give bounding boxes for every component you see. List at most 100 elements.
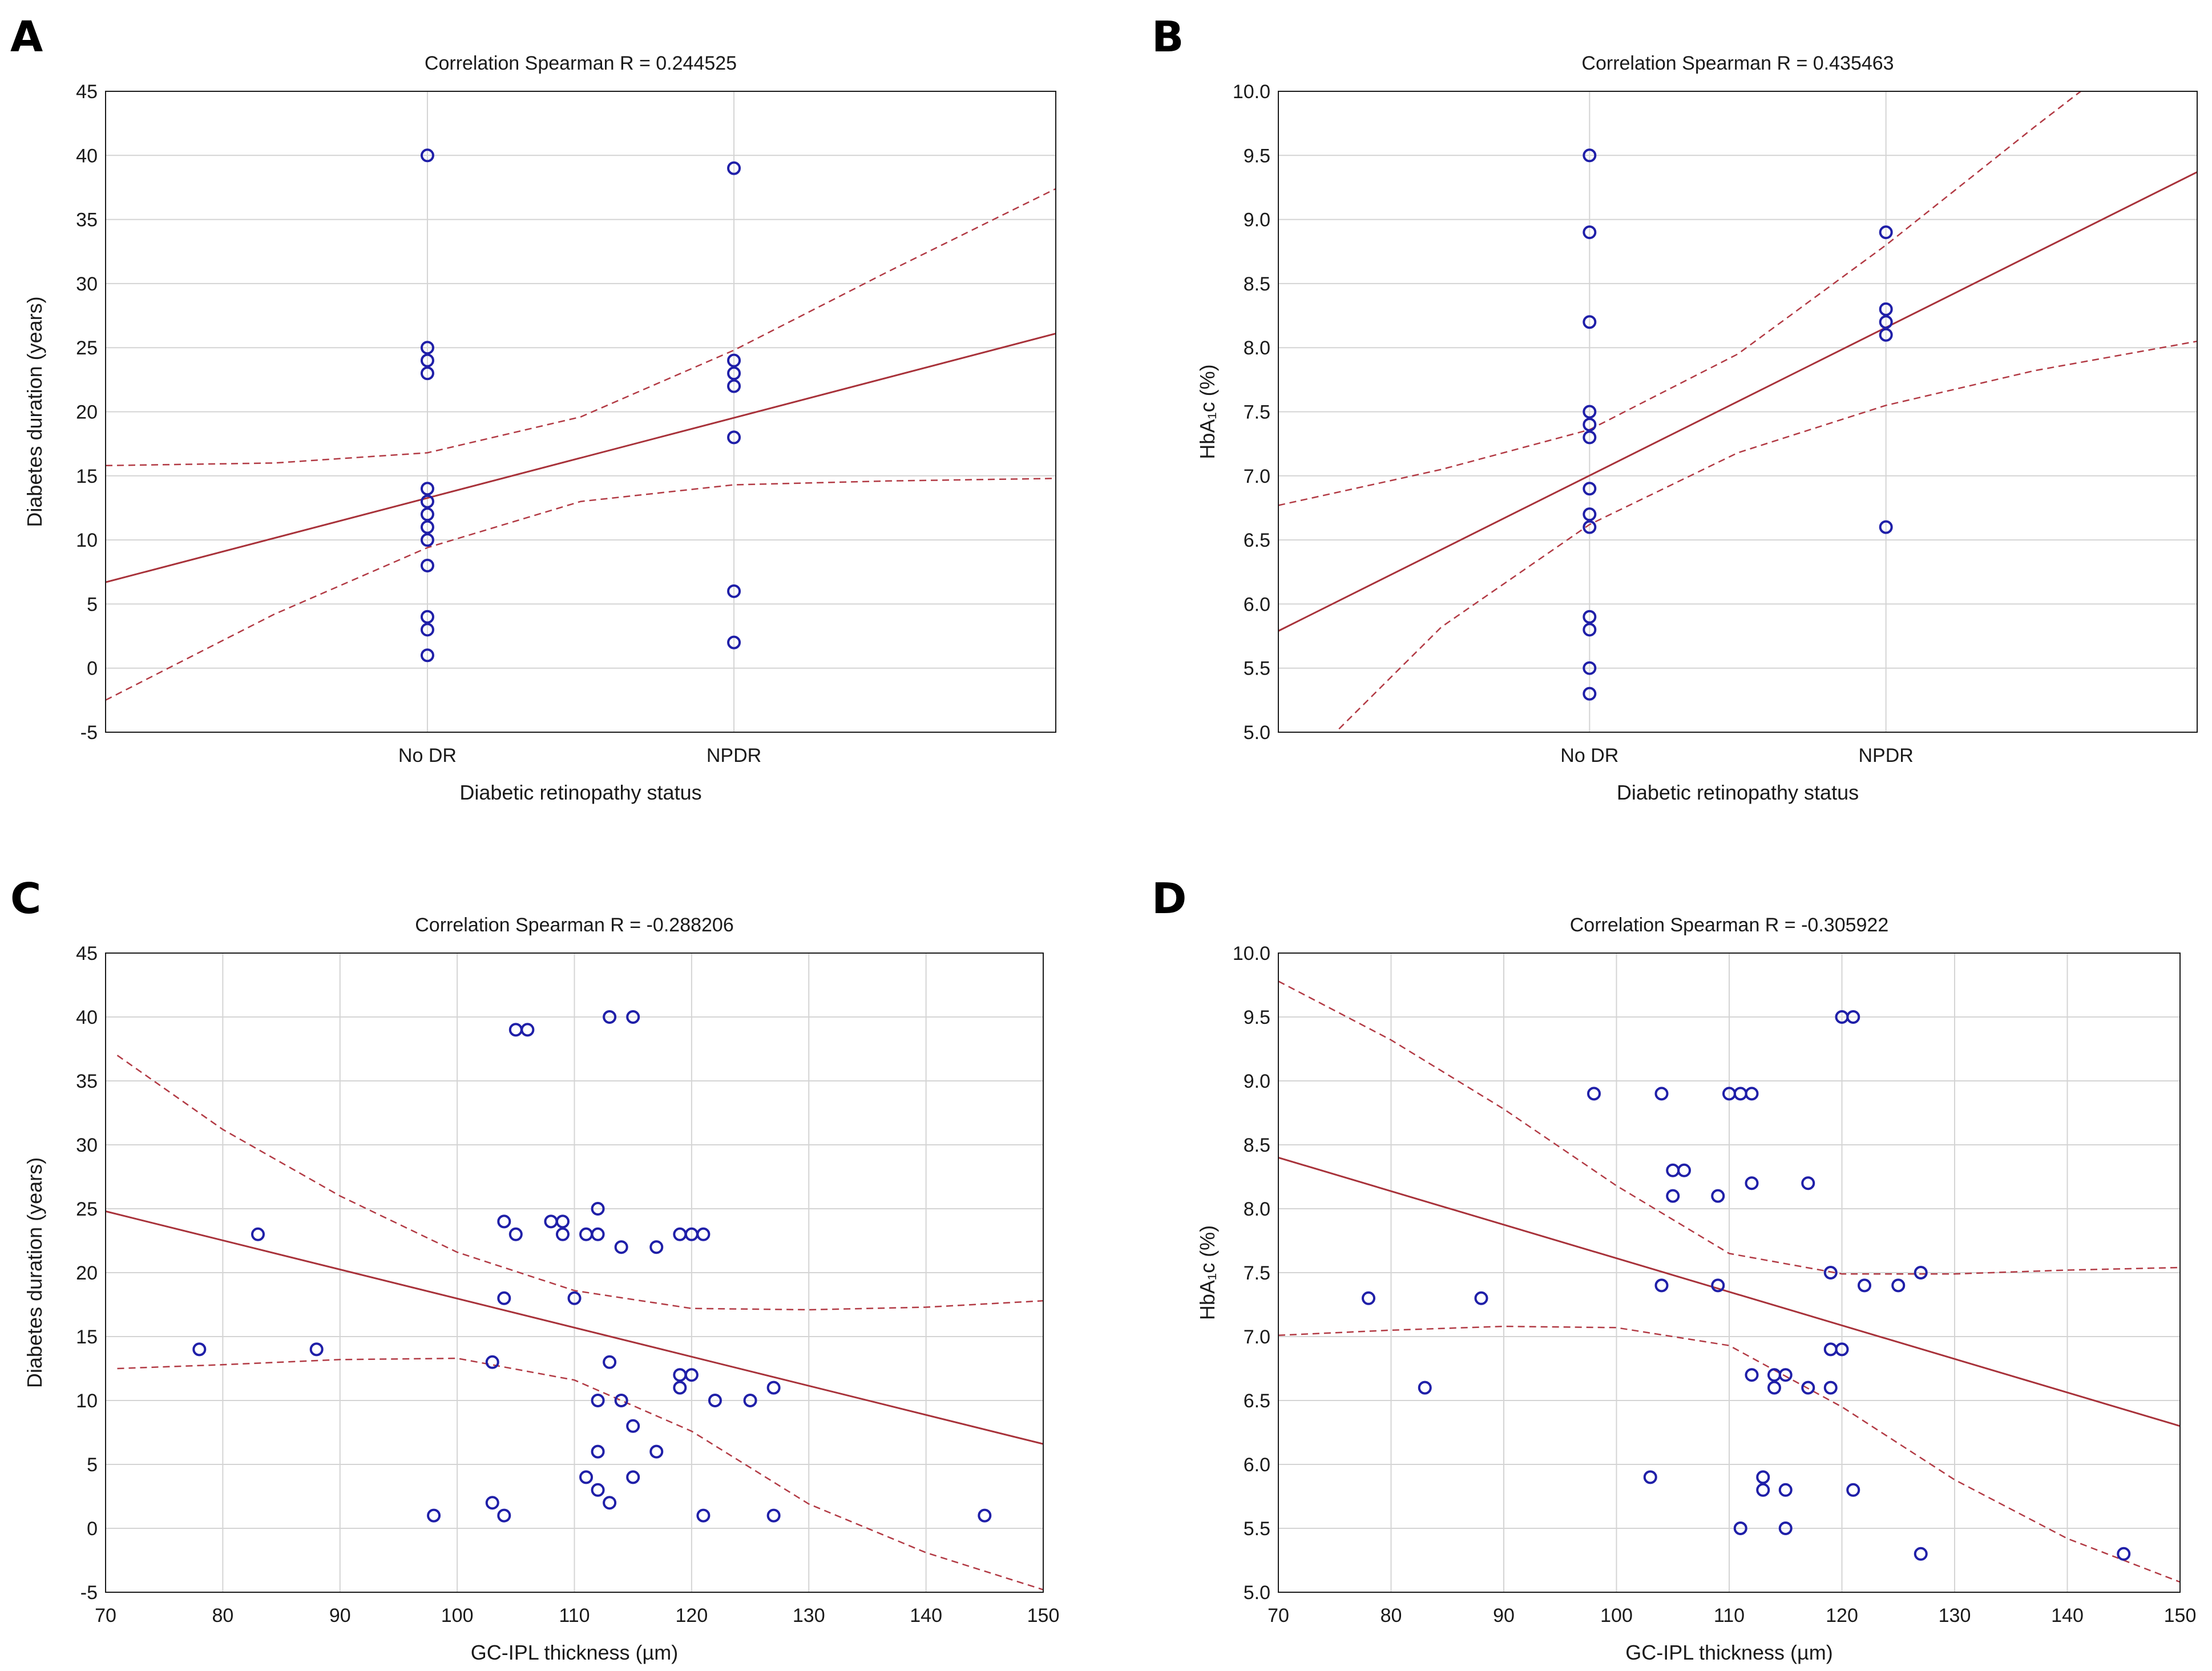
data-point (1914, 1266, 1928, 1280)
x-tick-label: 140 (910, 1605, 942, 1626)
data-point (1801, 1176, 1815, 1190)
data-point (1778, 1483, 1793, 1497)
data-point (420, 148, 434, 163)
ci-lower-line (1278, 1325, 2180, 1583)
x-tick-label: 80 (212, 1605, 233, 1626)
ci-upper-line (106, 188, 1056, 467)
data-point (1801, 1381, 1815, 1395)
data-point (2117, 1547, 2131, 1561)
y-tick-label: 5 (87, 594, 98, 615)
y-axis-label: HbA₁c (%) (1196, 364, 1219, 459)
data-point (1583, 148, 1597, 163)
regression-line (106, 333, 1056, 583)
data-point (591, 1444, 605, 1459)
data-point (485, 1496, 499, 1510)
y-tick-label: 20 (76, 402, 98, 423)
y-tick-label: 40 (76, 145, 98, 167)
y-tick-label: 15 (76, 466, 98, 487)
x-tick-label: No DR (398, 745, 457, 766)
panel-d: D Correlation Spearman R = -0.305922 5.0 5.… (1152, 874, 2196, 1664)
data-point (1583, 417, 1597, 431)
data-point (649, 1444, 664, 1459)
data-point (727, 430, 741, 445)
ci-upper-line (1278, 91, 2082, 506)
y-tick-label: 6.0 (1244, 1454, 1270, 1476)
data-point (192, 1342, 207, 1357)
plot-frame (105, 952, 1044, 1593)
data-point (614, 1394, 628, 1407)
data-point (1583, 315, 1597, 329)
data-point (626, 1419, 640, 1433)
plot-frame (1278, 952, 2181, 1593)
data-point (626, 1470, 640, 1484)
data-point (420, 648, 434, 663)
data-point (1823, 1381, 1838, 1395)
data-point (420, 533, 434, 547)
data-point (1583, 225, 1597, 240)
data-point (1879, 302, 1893, 316)
data-point (579, 1470, 594, 1484)
ci-upper-line (116, 1055, 1043, 1311)
data-point (727, 379, 741, 393)
data-point (1583, 507, 1597, 522)
x-tick-label: 110 (1714, 1605, 1745, 1626)
y-tick-label: 9.5 (1244, 1007, 1270, 1028)
data-point (520, 1023, 535, 1037)
panel-c: C Correlation Spearman R = -0.288206 -5 0 5 1… (10, 874, 1059, 1664)
data-point (591, 1227, 605, 1241)
y-tick-label: 8.0 (1244, 1198, 1270, 1220)
data-point (1745, 1368, 1759, 1382)
data-point (696, 1227, 711, 1241)
data-point (555, 1227, 570, 1241)
data-point (649, 1240, 664, 1254)
y-axis-label: Diabetes duration (years) (23, 296, 46, 527)
data-point (420, 341, 434, 355)
data-point (1583, 482, 1597, 496)
data-point (508, 1227, 523, 1241)
y-tick-label: 7.5 (1244, 1262, 1270, 1284)
x-tick-label: 130 (793, 1605, 825, 1626)
data-point (1583, 661, 1597, 675)
chart-title: Correlation Spearman R = 0.435463 (1581, 53, 1894, 74)
data-point (1362, 1291, 1375, 1305)
data-point (1756, 1483, 1770, 1497)
data-point (1418, 1381, 1432, 1395)
y-tick-label: 10 (76, 1390, 98, 1412)
y-tick-label: 9.5 (1244, 145, 1270, 167)
data-point (591, 1202, 605, 1216)
y-tick-label: 5.0 (1244, 722, 1270, 744)
data-point (1583, 623, 1597, 637)
panel-b: B Correlation Spearman R = 0.435463 5.0 5.5… (1152, 13, 2198, 804)
x-tick-label: No DR (1560, 745, 1618, 766)
data-point (1767, 1381, 1781, 1395)
data-point (1677, 1163, 1691, 1177)
data-point (497, 1508, 511, 1523)
data-point (673, 1381, 687, 1395)
data-point (1666, 1189, 1680, 1203)
data-point (1914, 1547, 1928, 1561)
data-point (555, 1214, 570, 1229)
data-point (1846, 1010, 1860, 1024)
y-tick-label: 25 (76, 337, 98, 359)
x-tick-label: 110 (559, 1605, 590, 1626)
y-tick-label: 9.0 (1244, 1071, 1270, 1092)
data-point (1583, 405, 1597, 419)
data-point (1711, 1278, 1725, 1293)
data-point (427, 1508, 441, 1523)
data-point (567, 1291, 582, 1305)
data-point (727, 366, 741, 381)
panel-a: A Correlation Spearman R = 0.244525 -5 0 5 10… (10, 13, 1056, 804)
data-point (684, 1368, 699, 1382)
y-tick-label: 10.0 (1233, 943, 1270, 964)
data-point (766, 1508, 781, 1523)
data-point (309, 1342, 324, 1357)
y-tick-label: 8.5 (1244, 1135, 1270, 1156)
x-axis-label: GC-IPL thickness (µm) (1625, 1641, 1832, 1664)
data-point (1778, 1521, 1793, 1535)
x-tick-label: 90 (1493, 1605, 1515, 1626)
data-point (1583, 430, 1597, 445)
y-tick-label: 7.0 (1244, 1326, 1270, 1348)
data-point (1879, 520, 1893, 534)
y-tick-label: -5 (80, 1582, 98, 1604)
x-axis-label: Diabetic retinopathy status (459, 781, 701, 804)
